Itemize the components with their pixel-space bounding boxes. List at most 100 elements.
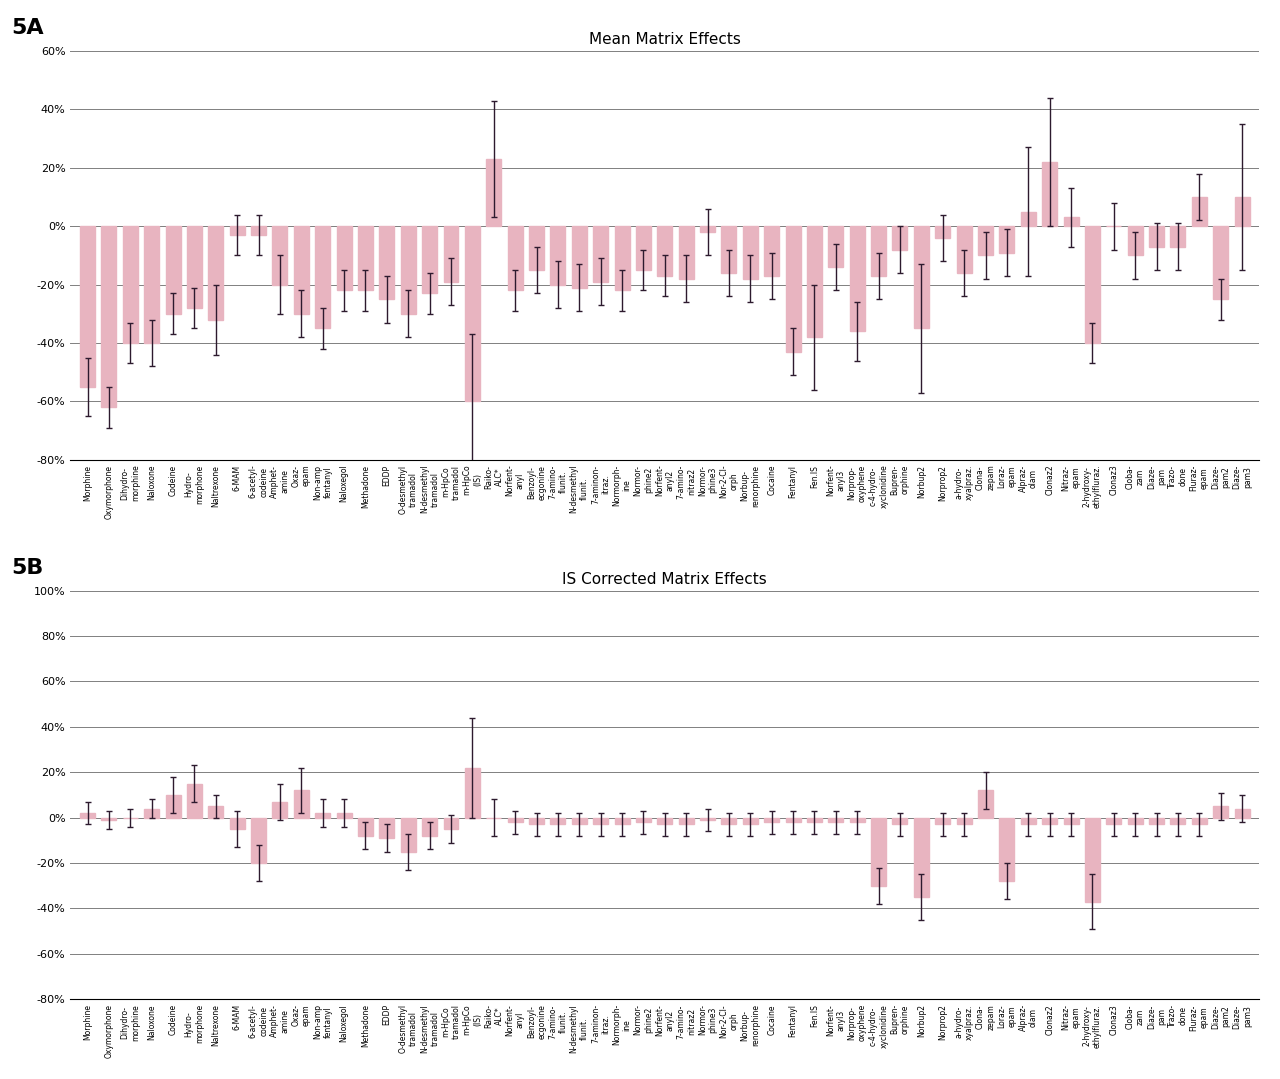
Bar [764, 818, 780, 822]
Bar [315, 227, 330, 328]
Bar [273, 802, 288, 818]
Bar [722, 818, 736, 824]
Bar [209, 227, 223, 319]
Bar [806, 227, 822, 337]
Bar [443, 818, 458, 829]
Bar [1020, 211, 1036, 227]
Bar [572, 818, 586, 824]
Bar [401, 227, 416, 314]
Bar [529, 818, 544, 824]
Bar [550, 227, 566, 285]
Bar [422, 818, 436, 836]
Bar [1213, 227, 1229, 299]
Bar [742, 818, 758, 824]
Bar [508, 818, 522, 822]
Bar [956, 818, 972, 824]
Bar [572, 227, 586, 287]
Bar [786, 227, 800, 352]
Bar [358, 818, 372, 836]
Title: IS Corrected Matrix Effects: IS Corrected Matrix Effects [562, 572, 767, 587]
Bar [956, 227, 972, 273]
Bar [892, 818, 908, 824]
Bar [1085, 818, 1100, 902]
Bar [1042, 818, 1057, 824]
Bar [742, 227, 758, 278]
Bar [145, 227, 159, 343]
Bar [529, 227, 544, 270]
Bar [1000, 227, 1014, 252]
Bar [1235, 808, 1249, 818]
Bar [251, 818, 266, 863]
Bar [486, 159, 502, 227]
Text: 5B: 5B [12, 558, 44, 578]
Bar [636, 227, 652, 270]
Bar [978, 227, 993, 256]
Bar [1235, 197, 1249, 227]
Bar [1064, 818, 1079, 824]
Bar [593, 818, 608, 824]
Bar [101, 227, 116, 407]
Bar [81, 227, 95, 386]
Bar [123, 227, 138, 343]
Bar [722, 227, 736, 273]
Bar [700, 818, 716, 820]
Bar [936, 227, 950, 237]
Bar [828, 227, 844, 268]
Bar [786, 818, 800, 822]
Bar [764, 227, 780, 276]
Bar [872, 818, 886, 886]
Bar [700, 227, 716, 232]
Bar [936, 818, 950, 824]
Bar [465, 227, 480, 401]
Bar [658, 818, 672, 824]
Bar [550, 818, 566, 824]
Bar [914, 818, 929, 897]
Bar [806, 818, 822, 822]
Bar [1170, 818, 1185, 824]
Bar [850, 227, 865, 331]
Bar [337, 814, 352, 818]
Bar [294, 227, 308, 314]
Title: Mean Matrix Effects: Mean Matrix Effects [589, 32, 741, 47]
Bar [81, 814, 95, 818]
Bar [1170, 227, 1185, 247]
Bar [229, 227, 244, 235]
Bar [636, 818, 652, 822]
Bar [379, 818, 394, 838]
Bar [593, 227, 608, 282]
Bar [1213, 806, 1229, 818]
Bar [508, 227, 522, 290]
Bar [187, 783, 202, 818]
Bar [1149, 818, 1164, 824]
Bar [1020, 818, 1036, 824]
Bar [165, 795, 180, 818]
Bar [273, 227, 288, 285]
Text: 5A: 5A [12, 18, 44, 39]
Bar [101, 818, 116, 820]
Bar [1149, 227, 1164, 247]
Bar [379, 227, 394, 299]
Bar [978, 791, 993, 818]
Bar [1085, 227, 1100, 343]
Bar [229, 818, 244, 829]
Bar [1192, 818, 1207, 824]
Bar [145, 808, 159, 818]
Bar [422, 227, 436, 293]
Bar [251, 227, 266, 235]
Bar [850, 818, 865, 822]
Bar [892, 227, 908, 249]
Bar [165, 227, 180, 314]
Bar [1000, 818, 1014, 882]
Bar [872, 227, 886, 276]
Bar [187, 227, 202, 308]
Bar [465, 767, 480, 818]
Bar [828, 818, 844, 822]
Bar [614, 227, 630, 290]
Bar [1128, 227, 1143, 256]
Bar [401, 818, 416, 851]
Bar [209, 806, 223, 818]
Bar [1064, 218, 1079, 227]
Bar [1106, 818, 1121, 824]
Bar [358, 227, 372, 290]
Bar [337, 227, 352, 290]
